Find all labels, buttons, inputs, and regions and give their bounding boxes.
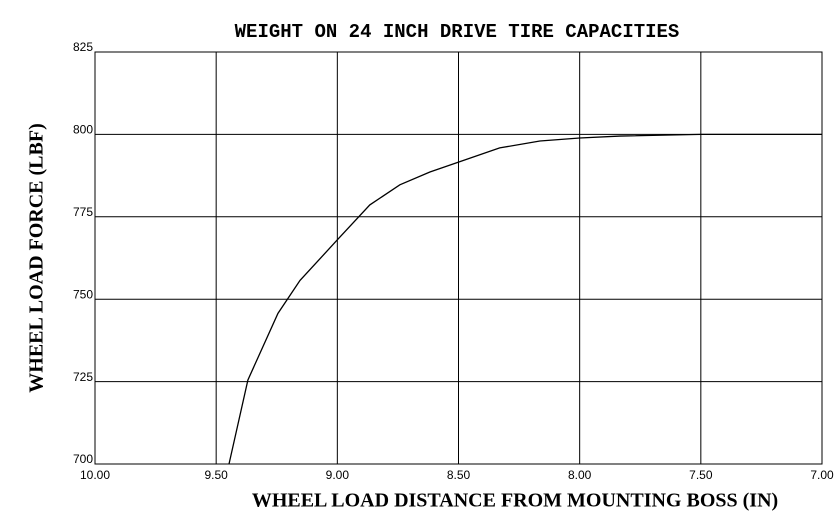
x-tick-label: 9.00 bbox=[326, 468, 350, 482]
y-tick-label: 775 bbox=[73, 205, 93, 219]
y-tick-label: 725 bbox=[73, 370, 93, 384]
x-tick-label: 7.00 bbox=[810, 468, 834, 482]
y-tick-label: 825 bbox=[73, 40, 93, 54]
x-tick-label: 8.00 bbox=[568, 468, 592, 482]
x-axis-label: WHEEL LOAD DISTANCE FROM MOUNTING BOSS (… bbox=[252, 490, 778, 512]
x-tick-label: 8.50 bbox=[447, 468, 471, 482]
y-tick-label: 750 bbox=[73, 287, 93, 301]
y-tick-label: 800 bbox=[73, 123, 93, 137]
x-tick-label: 7.50 bbox=[689, 468, 713, 482]
data-line bbox=[228, 133, 822, 465]
chart-title: WEIGHT ON 24 INCH DRIVE TIRE CAPACITIES bbox=[235, 21, 680, 43]
y-axis-label: WHEEL LOAD FORCE (LBF) bbox=[26, 123, 48, 392]
y-tick-label: 700 bbox=[73, 452, 93, 466]
x-tick-label: 10.00 bbox=[80, 468, 110, 482]
x-tick-label: 9.50 bbox=[204, 468, 228, 482]
